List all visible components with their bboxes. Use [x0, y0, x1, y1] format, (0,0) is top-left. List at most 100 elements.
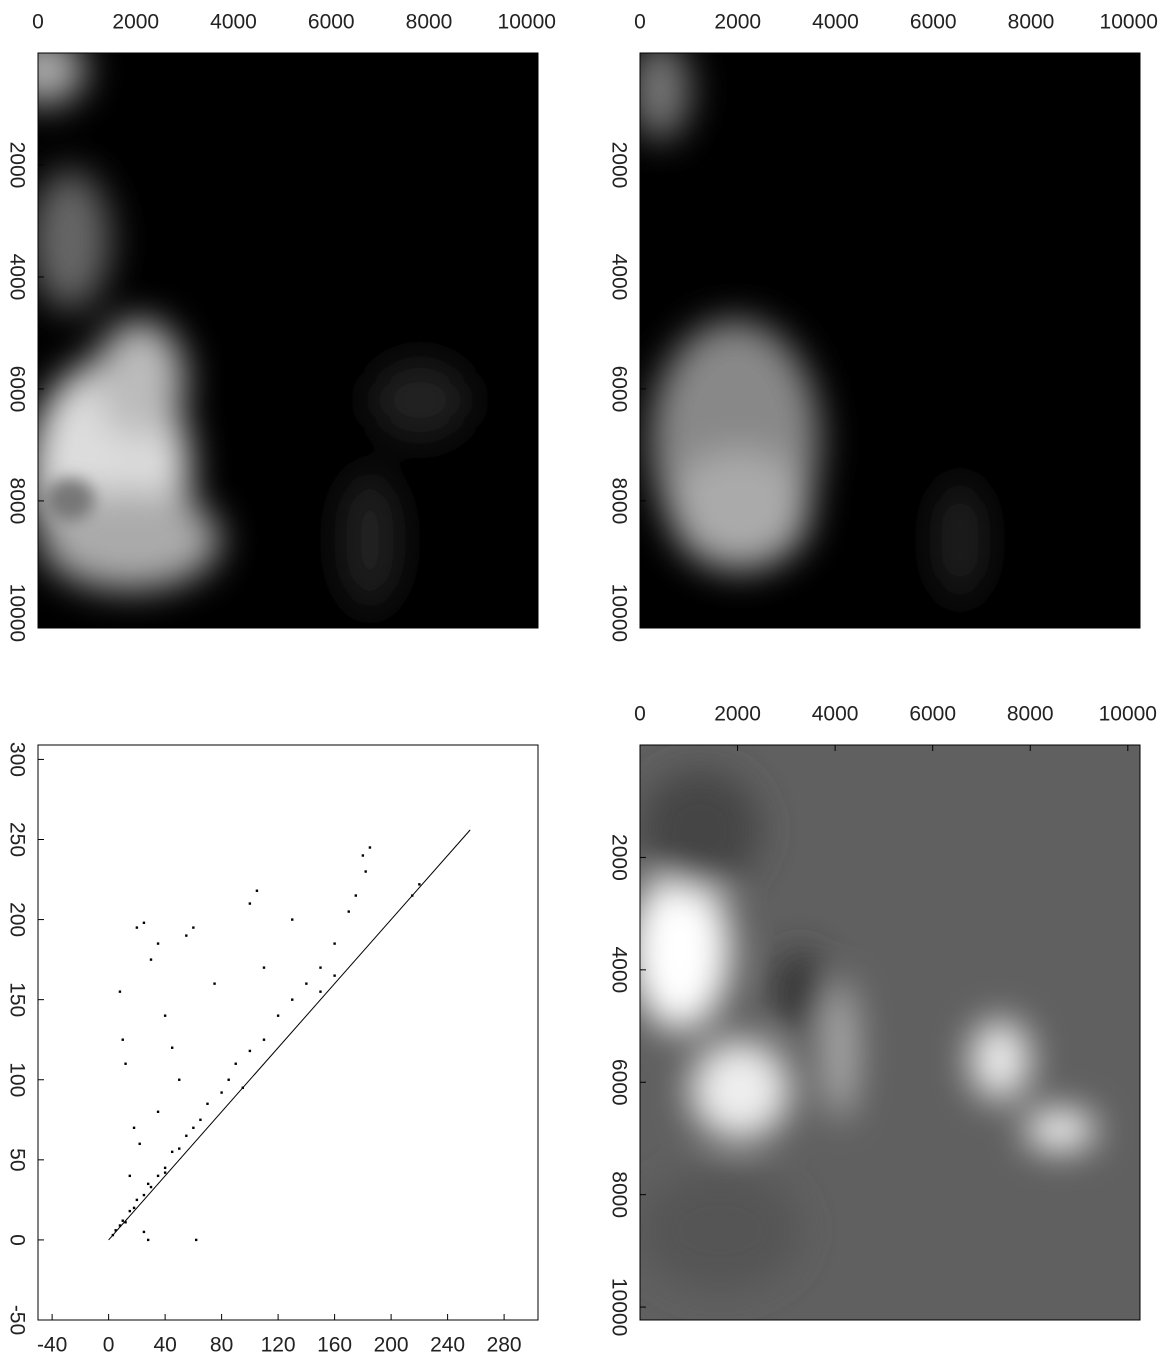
scatter-point: [128, 1209, 132, 1213]
scatter-point: [146, 1182, 150, 1186]
y-tick-label: 6000: [607, 366, 630, 413]
x-tick-label: 280: [487, 1334, 522, 1357]
x-tick-label: 10000: [1099, 703, 1157, 726]
scatter-point: [121, 1219, 124, 1222]
scatter-point: [124, 1221, 127, 1224]
x-tick-label: 120: [261, 1334, 296, 1357]
scatter-point: [118, 990, 122, 993]
scatter-point: [111, 1233, 115, 1237]
terrain: [640, 53, 985, 600]
x-tick-label: 6000: [910, 11, 957, 34]
y-tick-label: 10000: [5, 584, 28, 642]
y-tick-label: 10000: [607, 584, 630, 642]
scatter-point: [206, 1102, 209, 1105]
scatter-point: [132, 1206, 136, 1210]
reference-line: [108, 829, 471, 1241]
scatter-point: [156, 942, 160, 945]
y-tick-label: 0: [5, 1234, 28, 1246]
x-tick-label: 10000: [1100, 11, 1158, 34]
scatter-point: [185, 1134, 188, 1138]
x-tick-label: 8000: [1007, 703, 1054, 726]
scatter-point: [255, 889, 259, 892]
scatter-point: [149, 958, 153, 961]
scatter-point: [135, 1198, 139, 1202]
scatter-point: [128, 1174, 132, 1178]
scatter-point: [114, 1229, 117, 1232]
x-tick-label: 6000: [308, 11, 355, 34]
scatter-point: [132, 1126, 136, 1129]
x-tick-label: -40: [37, 1334, 67, 1357]
scatter-point: [291, 998, 294, 1001]
scatter-point: [146, 1238, 150, 1242]
scatter-point: [142, 1230, 146, 1234]
scatter-point: [411, 894, 414, 897]
scatter-point: [178, 1147, 181, 1150]
scatter-point: [163, 1171, 167, 1174]
scatter-point: [418, 883, 421, 886]
x-tick-label: 2000: [112, 11, 159, 34]
y-tick-label: 200: [5, 902, 28, 937]
scatter-point: [368, 846, 372, 849]
y-tick-label: 4000: [607, 254, 630, 301]
scatter-point: [262, 1038, 266, 1041]
x-tick-label: 0: [103, 1334, 115, 1357]
scatter-point: [333, 974, 336, 977]
y-tick-label: 4000: [5, 254, 28, 301]
y-tick-label: 2000: [607, 142, 630, 189]
scatter-point: [291, 918, 294, 921]
scatter-point: [319, 990, 322, 993]
scatter-point: [333, 942, 336, 945]
scatter-point: [118, 1224, 122, 1227]
x-tick-label: 4000: [812, 703, 859, 726]
plot-frame: [639, 744, 1141, 1321]
y-tick-label: 150: [5, 982, 28, 1017]
y-tick-label: 2000: [5, 142, 28, 189]
scatter-point: [135, 926, 139, 929]
x-tick-label: 4000: [812, 11, 859, 34]
scatter-point: [220, 1091, 223, 1094]
scatter-point: [262, 966, 266, 969]
y-tick-label: 4000: [607, 946, 630, 993]
y-tick-label: 10000: [607, 1278, 630, 1336]
scatter-point: [248, 1049, 252, 1053]
scatter-point: [156, 1110, 160, 1113]
scatter-point: [276, 1014, 280, 1017]
x-tick-label: 10000: [498, 11, 556, 34]
y-tick-label: 100: [5, 1062, 28, 1097]
axes: 0 2000 4000 6000 8000 10000200040006000800010…: [5, 11, 1158, 1357]
y-tick-label: 6000: [5, 366, 28, 413]
terrain-patch: [45, 478, 95, 522]
plot-frame: [37, 52, 539, 629]
y-tick-label: 8000: [5, 478, 28, 525]
x-tick-label: 8000: [406, 11, 453, 34]
scatter-point: [364, 870, 367, 873]
image-panel-2: [640, 53, 1140, 628]
x-tick-label: 80: [210, 1334, 233, 1357]
scatter-point: [192, 1126, 195, 1129]
image-panel-4: [640, 745, 1140, 1320]
scatter-point: [234, 1062, 237, 1065]
scatter-point: [124, 1062, 127, 1065]
scatter-point: [149, 1185, 153, 1189]
scatter-point: [241, 1086, 245, 1089]
scatter-point: [142, 1193, 146, 1197]
plot-frame: [37, 744, 539, 1321]
scatter-point: [142, 921, 146, 924]
scatter-point: [163, 1014, 167, 1017]
x-tick-label: 40: [153, 1334, 176, 1357]
scatter-point: [199, 1118, 202, 1121]
x-tick-label: 200: [374, 1334, 409, 1357]
y-tick-label: 300: [5, 742, 28, 777]
x-tick-label: 6000: [909, 703, 956, 726]
x-tick-label: 4000: [210, 11, 257, 34]
x-tick-label: 160: [317, 1334, 352, 1357]
x-tick-label: 2000: [714, 703, 761, 726]
scatter-point: [213, 982, 216, 985]
x-tick-label: 8000: [1008, 11, 1055, 34]
scatter-point: [170, 1046, 174, 1049]
scatter-point: [354, 894, 357, 897]
image-panel-1: [38, 53, 538, 628]
scatter-point: [163, 1166, 167, 1170]
x-tick-label: 2000: [714, 11, 761, 34]
